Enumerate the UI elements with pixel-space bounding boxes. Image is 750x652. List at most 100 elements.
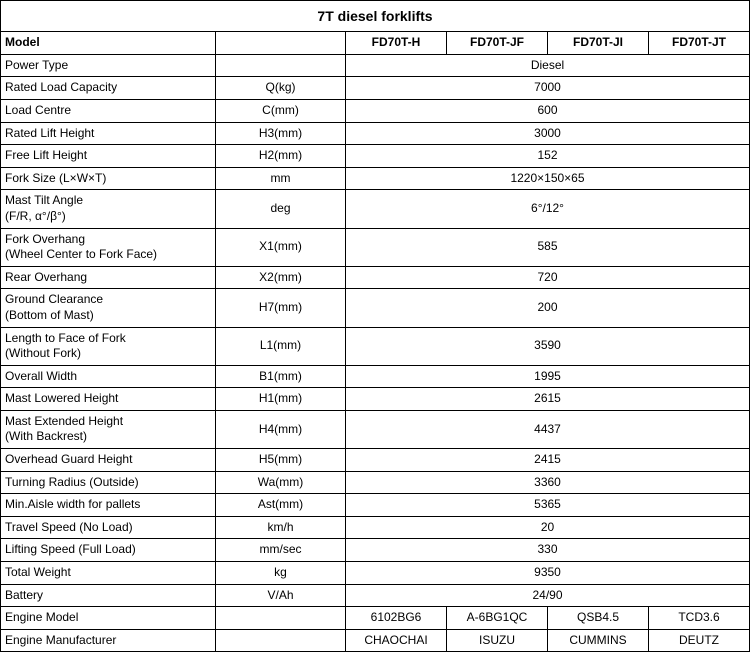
engine-model-v0: 6102BG6	[346, 607, 447, 630]
spec-value: 3590	[346, 327, 750, 365]
spec-label: Rear Overhang	[1, 266, 216, 289]
spec-value: 600	[346, 99, 750, 122]
spec-label: Travel Speed (No Load)	[1, 516, 216, 539]
spec-row: BatteryV/Ah24/90	[1, 584, 750, 607]
spec-value: 200	[346, 289, 750, 327]
spec-label: Power Type	[1, 54, 216, 77]
spec-value: 2615	[346, 388, 750, 411]
spec-unit: H2(mm)	[216, 145, 346, 168]
spec-value: 1995	[346, 365, 750, 388]
spec-unit: C(mm)	[216, 99, 346, 122]
spec-value: 585	[346, 228, 750, 266]
spec-row: Mast Lowered HeightH1(mm)2615	[1, 388, 750, 411]
spec-label: Lifting Speed (Full Load)	[1, 539, 216, 562]
spec-row: Mast Tilt Angle (F/R, α°/β°)deg6°/12°	[1, 190, 750, 228]
spec-value: Diesel	[346, 54, 750, 77]
engine-model-v2: QSB4.5	[548, 607, 649, 630]
spec-unit: Wa(mm)	[216, 471, 346, 494]
header-model-0: FD70T-H	[346, 32, 447, 55]
spec-value: 152	[346, 145, 750, 168]
spec-row: Rated Load CapacityQ(kg)7000	[1, 77, 750, 100]
spec-unit: L1(mm)	[216, 327, 346, 365]
spec-row: Turning Radius (Outside)Wa(mm)3360	[1, 471, 750, 494]
spec-row: Mast Extended Height(With Backrest)H4(mm…	[1, 410, 750, 448]
table-title: 7T diesel forklifts	[1, 1, 750, 32]
spec-unit: Ast(mm)	[216, 494, 346, 517]
spec-row: Fork Size (L×W×T)mm1220×150×65	[1, 167, 750, 190]
spec-label: Overall Width	[1, 365, 216, 388]
spec-unit: B1(mm)	[216, 365, 346, 388]
header-model-1: FD70T-JF	[447, 32, 548, 55]
spec-row: Fork Overhang(Wheel Center to Fork Face)…	[1, 228, 750, 266]
spec-table: 7T diesel forklifts Model FD70T-H FD70T-…	[0, 0, 750, 652]
spec-row: Overhead Guard HeightH5(mm)2415	[1, 449, 750, 472]
spec-unit: mm/sec	[216, 539, 346, 562]
spec-value: 2415	[346, 449, 750, 472]
spec-unit: V/Ah	[216, 584, 346, 607]
spec-unit: Q(kg)	[216, 77, 346, 100]
spec-unit: H5(mm)	[216, 449, 346, 472]
header-model-label: Model	[1, 32, 216, 55]
spec-label: Battery	[1, 584, 216, 607]
spec-row: Length to Face of Fork (Without Fork)L1(…	[1, 327, 750, 365]
spec-label: Length to Face of Fork (Without Fork)	[1, 327, 216, 365]
spec-label: Free Lift Height	[1, 145, 216, 168]
spec-value: 9350	[346, 562, 750, 585]
engine-model-v1: A-6BG1QC	[447, 607, 548, 630]
spec-value: 24/90	[346, 584, 750, 607]
spec-unit: H4(mm)	[216, 410, 346, 448]
spec-row: Rated Lift HeightH3(mm)3000	[1, 122, 750, 145]
spec-unit: mm	[216, 167, 346, 190]
header-row: Model FD70T-H FD70T-JF FD70T-JI FD70T-JT	[1, 32, 750, 55]
header-model-3: FD70T-JT	[649, 32, 750, 55]
spec-value: 20	[346, 516, 750, 539]
spec-row: Lifting Speed (Full Load)mm/sec330	[1, 539, 750, 562]
engine-model-row: Engine Model 6102BG6 A-6BG1QC QSB4.5 TCD…	[1, 607, 750, 630]
engine-model-v3: TCD3.6	[649, 607, 750, 630]
spec-value: 330	[346, 539, 750, 562]
spec-row: Total Weightkg9350	[1, 562, 750, 585]
spec-label: Overhead Guard Height	[1, 449, 216, 472]
spec-row: Min.Aisle width for palletsAst(mm)5365	[1, 494, 750, 517]
spec-row: Free Lift HeightH2(mm)152	[1, 145, 750, 168]
spec-label: Rated Lift Height	[1, 122, 216, 145]
spec-label: Load Centre	[1, 99, 216, 122]
spec-label: Ground Clearance(Bottom of Mast)	[1, 289, 216, 327]
engine-mfr-label: Engine Manufacturer	[1, 629, 216, 652]
engine-mfr-unit	[216, 629, 346, 652]
spec-value: 1220×150×65	[346, 167, 750, 190]
spec-value: 4437	[346, 410, 750, 448]
spec-row: Ground Clearance(Bottom of Mast)H7(mm)20…	[1, 289, 750, 327]
spec-row: Rear OverhangX2(mm)720	[1, 266, 750, 289]
spec-value: 6°/12°	[346, 190, 750, 228]
title-row: 7T diesel forklifts	[1, 1, 750, 32]
spec-value: 3000	[346, 122, 750, 145]
spec-label: Rated Load Capacity	[1, 77, 216, 100]
header-unit-blank	[216, 32, 346, 55]
engine-mfr-row: Engine Manufacturer CHAOCHAI ISUZU CUMMI…	[1, 629, 750, 652]
spec-row: Load CentreC(mm)600	[1, 99, 750, 122]
spec-unit: X2(mm)	[216, 266, 346, 289]
spec-unit: X1(mm)	[216, 228, 346, 266]
spec-label: Turning Radius (Outside)	[1, 471, 216, 494]
spec-unit: H1(mm)	[216, 388, 346, 411]
spec-value: 7000	[346, 77, 750, 100]
spec-label: Fork Size (L×W×T)	[1, 167, 216, 190]
spec-unit	[216, 54, 346, 77]
spec-unit: km/h	[216, 516, 346, 539]
spec-label: Mast Extended Height(With Backrest)	[1, 410, 216, 448]
spec-label: Mast Tilt Angle (F/R, α°/β°)	[1, 190, 216, 228]
spec-label: Min.Aisle width for pallets	[1, 494, 216, 517]
spec-row: Power Type Diesel	[1, 54, 750, 77]
spec-unit: kg	[216, 562, 346, 585]
engine-mfr-v2: CUMMINS	[548, 629, 649, 652]
engine-mfr-v0: CHAOCHAI	[346, 629, 447, 652]
spec-value: 5365	[346, 494, 750, 517]
spec-value: 720	[346, 266, 750, 289]
spec-unit: deg	[216, 190, 346, 228]
spec-label: Fork Overhang(Wheel Center to Fork Face)	[1, 228, 216, 266]
engine-model-label: Engine Model	[1, 607, 216, 630]
spec-row: Travel Speed (No Load)km/h20	[1, 516, 750, 539]
header-model-2: FD70T-JI	[548, 32, 649, 55]
spec-unit: H7(mm)	[216, 289, 346, 327]
